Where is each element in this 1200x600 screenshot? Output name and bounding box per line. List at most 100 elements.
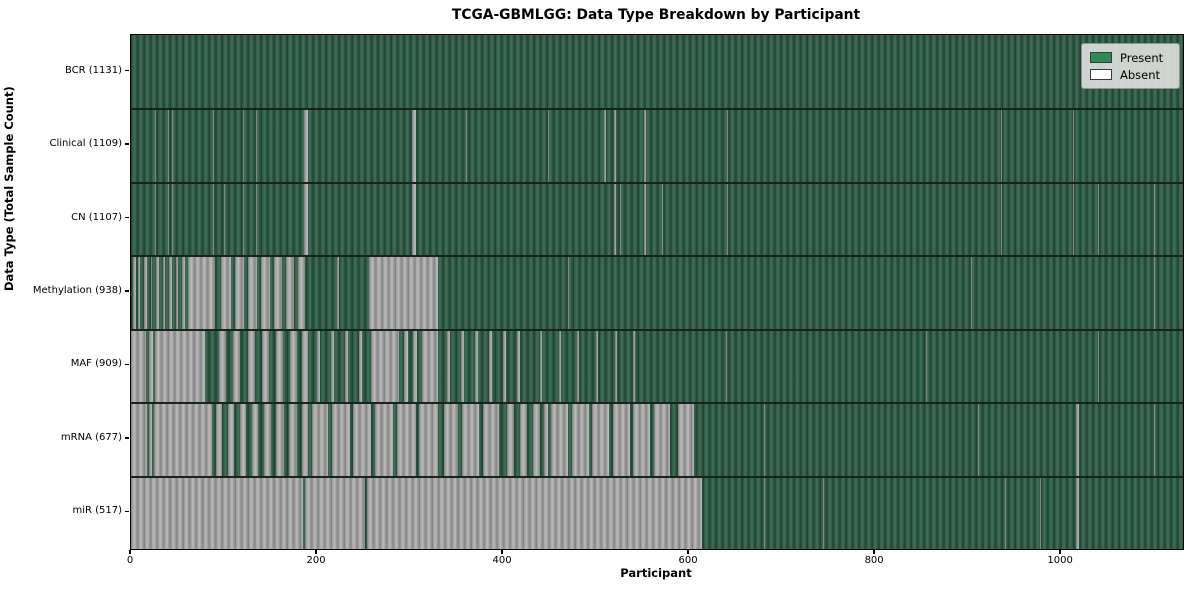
absent-segment	[298, 257, 305, 329]
absent-segment	[331, 404, 350, 476]
absent-segment	[1098, 183, 1100, 256]
data-row-methylation	[131, 255, 1183, 329]
data-row-mrna	[131, 402, 1183, 476]
absent-segment	[571, 404, 589, 476]
x-tick-label: 0	[126, 555, 134, 566]
absent-segment	[171, 110, 174, 182]
absent-segment	[274, 257, 282, 329]
absent-segment	[150, 257, 153, 329]
chart-title: TCGA-GBMLGG: Data Type Breakdown by Part…	[451, 7, 861, 23]
x-tick-label: 1000	[1047, 555, 1073, 566]
absent-segment	[1154, 183, 1156, 256]
absent-segment	[175, 257, 179, 329]
absent-segment	[503, 330, 506, 403]
y-tick-label-methylation: Methylation (938)	[32, 285, 122, 296]
absent-segment	[286, 257, 294, 329]
legend-label-absent: Absent	[1120, 67, 1161, 82]
absent-segment	[1000, 110, 1002, 182]
x-tick	[501, 549, 503, 554]
absent-segment	[1005, 477, 1007, 549]
absent-segment	[374, 404, 394, 476]
absent-segment	[155, 110, 157, 182]
absent-segment	[370, 330, 399, 403]
absent-segment	[620, 183, 622, 256]
absent-segment	[461, 330, 464, 403]
absent-segment	[465, 110, 467, 182]
absent-segment	[506, 404, 515, 476]
absent-segment	[475, 330, 478, 403]
absent-segment	[1076, 477, 1079, 549]
absent-segment	[215, 404, 223, 476]
absent-segment	[1098, 330, 1100, 403]
absent-segment	[261, 257, 270, 329]
x-tick	[129, 549, 131, 554]
absent-segment	[148, 404, 153, 476]
legend-item-present: Present	[1090, 49, 1171, 66]
absent-segment	[255, 183, 257, 256]
absent-segment	[304, 477, 366, 549]
x-tick-label: 800	[864, 555, 884, 566]
absent-segment	[248, 257, 257, 329]
absent-segment	[262, 330, 269, 403]
absent-segment	[144, 257, 147, 329]
absent-segment	[412, 330, 417, 403]
absent-segment	[212, 183, 214, 256]
absent-segment	[353, 404, 371, 476]
absent-segment	[1154, 404, 1156, 476]
absent-segment	[540, 330, 543, 403]
absent-segment	[1073, 183, 1075, 256]
absent-segment	[276, 404, 284, 476]
absent-segment	[330, 330, 334, 403]
x-tick	[315, 549, 317, 554]
absent-segment	[212, 110, 214, 182]
absent-segment	[577, 330, 580, 403]
absent-segment	[344, 330, 348, 403]
y-tick-label-mir: miR (517)	[72, 505, 122, 517]
absent-segment	[644, 183, 646, 256]
absent-segment	[302, 330, 308, 403]
absent-segment	[248, 330, 255, 403]
legend-label-present: Present	[1120, 50, 1164, 65]
absent-segment	[978, 404, 980, 476]
data-row-cn	[131, 181, 1183, 256]
absent-segment	[633, 330, 636, 403]
y-tick-label-maf: MAF (909)	[70, 358, 122, 370]
absent-segment	[255, 110, 257, 182]
x-tick-label: 200	[306, 555, 326, 566]
absent-segment	[612, 404, 630, 476]
absent-segment	[219, 330, 226, 403]
absent-segment	[1000, 183, 1002, 256]
absent-segment	[227, 404, 235, 476]
absent-segment	[596, 330, 598, 403]
absent-segment	[568, 257, 570, 329]
absent-segment	[519, 404, 528, 476]
absent-segment	[131, 404, 147, 476]
absent-segment	[447, 330, 451, 403]
absent-segment	[233, 330, 240, 403]
absent-segment	[763, 477, 766, 549]
absent-segment	[162, 257, 166, 329]
absent-segment	[187, 257, 215, 329]
y-tick-label-mrna: mRNA (677)	[60, 431, 122, 443]
absent-segment	[727, 183, 729, 256]
legend-swatch-present-icon	[1090, 52, 1112, 63]
absent-segment	[1076, 404, 1079, 476]
y-tick	[125, 290, 129, 292]
absent-segment	[290, 330, 297, 403]
absent-segment	[613, 183, 616, 256]
absent-segment	[763, 404, 765, 476]
absent-segment	[677, 404, 694, 476]
y-tick	[125, 70, 129, 72]
legend-item-absent: Absent	[1090, 66, 1171, 83]
absent-segment	[171, 183, 174, 256]
data-row-maf	[131, 328, 1183, 403]
absent-segment	[411, 110, 416, 182]
absent-segment	[726, 330, 728, 403]
y-tick-label-bcr: BCR (1131)	[64, 64, 122, 76]
x-tick	[873, 549, 875, 554]
x-tick-label: 600	[678, 555, 698, 566]
absent-segment	[482, 404, 500, 476]
absent-segment	[970, 257, 973, 329]
x-tick	[687, 549, 689, 554]
absent-segment	[168, 110, 170, 182]
